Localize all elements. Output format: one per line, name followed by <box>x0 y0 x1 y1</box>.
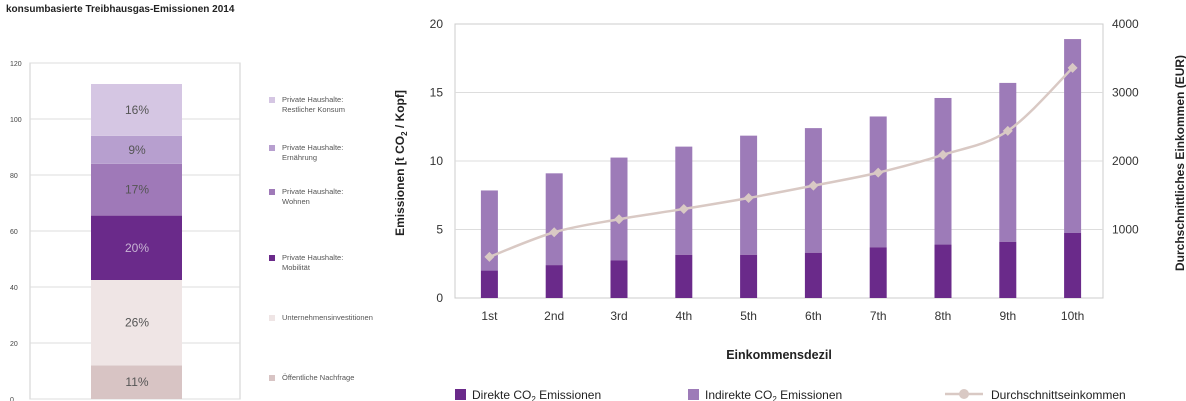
legend-label: Private Haushalte: <box>282 253 343 262</box>
bar-direct <box>675 254 693 298</box>
legend-label: Öffentliche Nachfrage <box>282 373 354 382</box>
bar-indirect <box>675 146 693 255</box>
segment-percent-label: 26% <box>125 316 149 330</box>
legend-label: Durchschnittseinkommen <box>991 388 1126 401</box>
bar-indirect <box>999 82 1017 242</box>
legend-swatch <box>269 189 275 195</box>
legend-swatch <box>269 97 275 103</box>
bar-direct <box>999 241 1017 298</box>
bar-direct <box>480 270 498 298</box>
left-y-tick-label: 100 <box>10 117 22 124</box>
income-marker <box>1067 62 1078 73</box>
income-marker <box>484 251 495 262</box>
bar-direct <box>545 265 563 298</box>
bar-direct <box>740 254 758 298</box>
x-axis-title: Einkommensdezil <box>726 348 832 362</box>
stack-segment <box>91 84 182 136</box>
income-marker <box>614 214 624 225</box>
segment-percent-label: 20% <box>125 241 149 255</box>
legend-swatch <box>688 389 699 400</box>
left-y-tick-label: 0 <box>10 397 14 401</box>
bar-indirect <box>545 173 563 266</box>
bar-indirect <box>869 116 887 248</box>
x-tick-label: 8th <box>935 309 952 323</box>
stack-segment <box>91 135 182 164</box>
bar-direct <box>610 260 628 298</box>
x-tick-label: 9th <box>999 309 1016 323</box>
bar-indirect <box>610 157 628 261</box>
legend-label: Restlicher Konsum <box>282 105 345 114</box>
left-y-tick-label: 40 <box>10 285 18 292</box>
y-axis-title: Emissionen [t CO2 / Kopf] <box>393 90 409 236</box>
x-tick-label: 2nd <box>544 309 564 323</box>
left-axis-tick-label: 20 <box>430 17 444 31</box>
bar-direct <box>934 244 952 298</box>
bar-direct <box>1064 232 1082 298</box>
income-marker <box>549 227 560 238</box>
legend-label: Private Haushalte: <box>282 187 343 196</box>
income-marker <box>743 192 754 203</box>
legend-swatch <box>269 315 275 321</box>
legend-swatch <box>269 375 275 381</box>
income-line <box>488 66 1074 259</box>
x-tick-label: 6th <box>805 309 822 323</box>
legend-label: Indirekte CO2 Emissionen <box>705 388 842 401</box>
income-marker <box>873 167 884 178</box>
y2-axis-title: Durchschnittliches Einkommen (EUR) <box>1173 55 1186 271</box>
right-axis-tick-label: 4000 <box>1112 17 1139 31</box>
legend-label: Direkte CO2 Emissionen <box>472 388 601 401</box>
left-axis-tick-label: 0 <box>436 291 443 305</box>
x-tick-label: 4th <box>675 309 692 323</box>
bar-indirect <box>1064 39 1082 233</box>
x-tick-label: 10th <box>1061 309 1084 323</box>
left-y-tick-label: 120 <box>10 61 22 68</box>
income-marker <box>938 149 948 160</box>
legend-swatch <box>269 255 275 261</box>
income-marker <box>808 180 819 191</box>
legend-label: Private Haushalte: <box>282 143 343 152</box>
stack-segment <box>91 365 182 399</box>
legend-label: Wohnen <box>282 197 310 206</box>
left-y-tick-label: 20 <box>10 341 18 348</box>
bar-direct <box>869 247 887 298</box>
bar-indirect <box>934 97 952 245</box>
stack-segment <box>91 215 182 280</box>
segment-percent-label: 9% <box>128 143 146 157</box>
legend-swatch <box>269 145 275 151</box>
income-marker <box>678 203 689 214</box>
left-axis-tick-label: 15 <box>430 86 444 100</box>
left-axis-tick-label: 5 <box>436 223 443 237</box>
left-axis-tick-label: 10 <box>430 154 444 168</box>
chart-title: konsumbasierte Treibhausgas-Emissionen 2… <box>6 4 235 15</box>
income-marker <box>1002 125 1013 136</box>
bar-direct <box>804 252 822 298</box>
legend-label: Private Haushalte: <box>282 95 343 104</box>
legend-swatch <box>455 389 466 400</box>
bar-indirect <box>480 190 498 271</box>
x-tick-label: 5th <box>740 309 757 323</box>
segment-percent-label: 16% <box>125 103 149 117</box>
right-axis-tick-label: 3000 <box>1112 86 1139 100</box>
segment-percent-label: 17% <box>125 183 149 197</box>
left-y-tick-label: 80 <box>10 173 18 180</box>
right-axis-tick-label: 1000 <box>1112 223 1139 237</box>
left-y-tick-label: 60 <box>10 229 18 236</box>
x-tick-label: 7th <box>870 309 887 323</box>
legend-label: Mobilität <box>282 263 311 272</box>
legend-line-marker <box>959 389 969 399</box>
x-tick-label: 1st <box>481 309 498 323</box>
legend-label: Ernährung <box>282 153 317 162</box>
stack-segment <box>91 163 182 216</box>
segment-percent-label: 11% <box>125 375 148 389</box>
legend-label: Unternehmensinvestitionen <box>282 313 373 322</box>
right-axis-tick-label: 2000 <box>1112 154 1139 168</box>
stack-segment <box>91 280 182 366</box>
x-tick-label: 3rd <box>610 309 627 323</box>
